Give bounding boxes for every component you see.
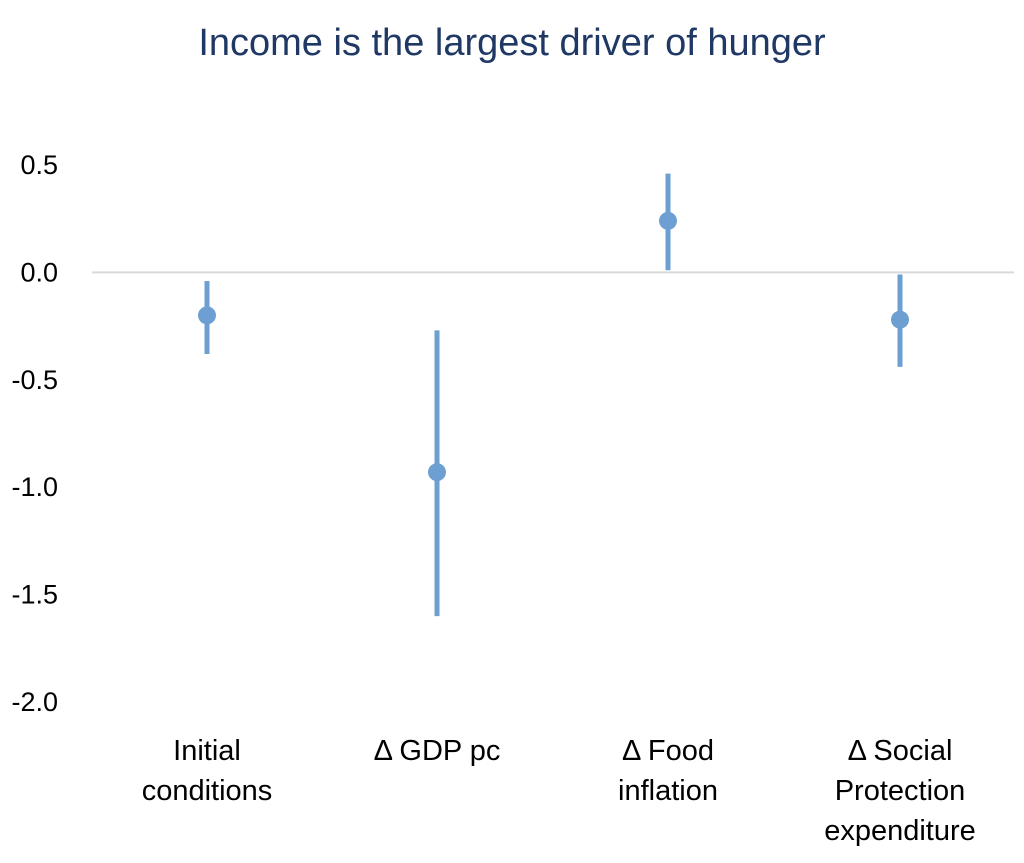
y-axis: 0.5 0.0 -0.5 -1.0 -1.5 -2.0 [11,150,58,717]
x-category-label: Δ Food [622,735,714,767]
y-tick-label: -2.0 [11,687,58,717]
data-point [891,310,909,329]
x-category-label: inflation [618,775,718,807]
data-point [659,211,677,230]
y-tick-label: 0.0 [20,257,58,287]
x-category-label: conditions [142,775,273,807]
y-tick-label: 0.5 [20,150,58,180]
data-point [428,463,446,482]
x-axis: Initial conditions Δ GDP pc Δ Food inflation… [142,735,976,847]
x-category-label: Δ GDP pc [374,735,501,767]
x-category-label: Protection [835,775,966,807]
y-tick-label: -1.5 [11,580,58,610]
y-tick-label: -0.5 [11,365,58,395]
x-category-label: Initial [173,735,241,767]
y-tick-label: -1.0 [11,472,58,502]
x-category-label: expenditure [824,815,976,847]
x-category-label: Δ Social [848,735,953,767]
chart-title: Income is the largest driver of hunger [198,22,826,64]
data-point [198,306,216,325]
error-bar-series [198,173,909,617]
